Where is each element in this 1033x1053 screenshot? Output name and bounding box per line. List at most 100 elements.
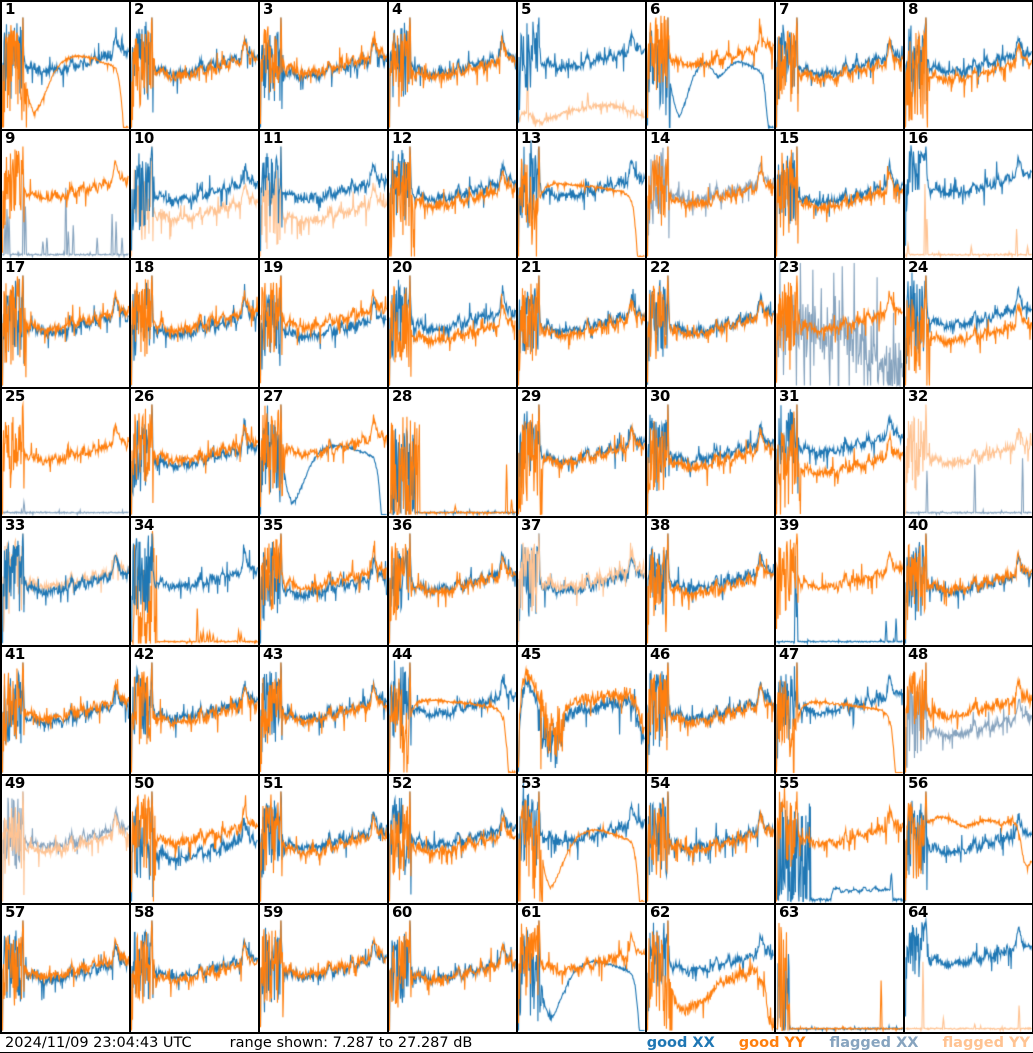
panel-number: 14 xyxy=(650,129,670,147)
spectrum-panel-26: 26 xyxy=(131,388,260,518)
spectrum-canvas-20 xyxy=(389,260,516,387)
spectrum-canvas-3 xyxy=(260,2,387,129)
panel-number: 60 xyxy=(392,903,412,921)
panel-number: 56 xyxy=(908,774,928,792)
spectrum-panel-23: 23 xyxy=(776,259,905,389)
spectrum-canvas-1 xyxy=(2,2,129,129)
spectrum-canvas-34 xyxy=(131,518,258,645)
panel-number: 42 xyxy=(134,645,154,663)
spectrum-panel-55: 55 xyxy=(776,775,905,905)
spectrum-panel-6: 6 xyxy=(647,0,776,131)
panel-number: 28 xyxy=(392,387,412,405)
panel-number: 31 xyxy=(779,387,799,405)
spectrum-canvas-56 xyxy=(905,776,1032,903)
legend-good-yy: good YY xyxy=(738,1035,806,1051)
panel-number: 16 xyxy=(908,129,928,147)
spectrum-canvas-39 xyxy=(776,518,903,645)
panel-number: 3 xyxy=(263,0,273,18)
panel-number: 52 xyxy=(392,774,412,792)
spectrum-panel-52: 52 xyxy=(389,774,518,905)
panel-number: 51 xyxy=(263,774,283,792)
spectrum-panel-43: 43 xyxy=(260,646,389,776)
spectrum-canvas-48 xyxy=(905,647,1032,774)
panel-number: 30 xyxy=(650,387,670,405)
spectrum-canvas-47 xyxy=(776,647,903,774)
spectrum-canvas-44 xyxy=(389,647,516,774)
panel-number: 50 xyxy=(134,774,154,792)
spectrum-canvas-55 xyxy=(776,776,903,903)
spectrum-canvas-59 xyxy=(260,905,387,1032)
spectrum-canvas-27 xyxy=(260,389,387,516)
spectrum-panel-11: 11 xyxy=(260,129,389,260)
spectrum-canvas-6 xyxy=(647,2,774,129)
spectrum-canvas-17 xyxy=(2,260,129,387)
spectrum-canvas-5 xyxy=(518,2,645,129)
spectrum-canvas-12 xyxy=(389,131,516,258)
panel-number: 11 xyxy=(263,129,283,147)
spectrum-panel-31: 31 xyxy=(776,387,905,518)
spectrum-canvas-30 xyxy=(647,389,774,516)
spectrum-canvas-16 xyxy=(905,131,1032,258)
spectrum-canvas-31 xyxy=(776,389,903,516)
panel-number: 47 xyxy=(779,645,799,663)
spectrum-panel-5: 5 xyxy=(518,1,647,131)
spectrum-panel-38: 38 xyxy=(647,517,776,647)
spectrum-panel-50: 50 xyxy=(131,774,260,905)
panel-number: 62 xyxy=(650,903,670,921)
spectrum-panel-8: 8 xyxy=(905,0,1033,131)
panel-number: 6 xyxy=(650,0,660,18)
spectrum-canvas-42 xyxy=(131,647,258,774)
spectrum-canvas-21 xyxy=(518,260,645,387)
spectrum-canvas-33 xyxy=(2,518,129,645)
spectrum-panel-47: 47 xyxy=(776,645,905,776)
spectrum-canvas-63 xyxy=(776,905,903,1032)
spectrum-canvas-4 xyxy=(389,2,516,129)
panel-number: 25 xyxy=(5,387,25,405)
panel-number: 8 xyxy=(908,0,918,18)
panel-number: 24 xyxy=(908,258,928,276)
spectrum-canvas-13 xyxy=(518,131,645,258)
panel-number: 29 xyxy=(521,387,541,405)
spectrum-panel-54: 54 xyxy=(647,775,776,905)
spectrum-panel-64: 64 xyxy=(905,904,1033,1034)
spectrum-panel-17: 17 xyxy=(2,259,131,389)
panel-number: 15 xyxy=(779,129,799,147)
spectrum-panel-51: 51 xyxy=(260,774,389,905)
panel-number: 46 xyxy=(650,645,670,663)
spectrum-canvas-8 xyxy=(905,2,1032,129)
panel-number: 22 xyxy=(650,258,670,276)
spectrum-panel-34: 34 xyxy=(131,517,260,647)
panel-number: 32 xyxy=(908,387,928,405)
spectrum-canvas-14 xyxy=(647,131,774,258)
spectrum-panel-32: 32 xyxy=(905,387,1033,518)
panel-number: 7 xyxy=(779,0,789,18)
panel-number: 10 xyxy=(134,129,154,147)
spectrum-canvas-15 xyxy=(776,131,903,258)
spectrum-canvas-46 xyxy=(647,647,774,774)
spectrum-canvas-19 xyxy=(260,260,387,387)
spectrum-panel-44: 44 xyxy=(389,646,518,776)
spectrum-canvas-64 xyxy=(905,905,1032,1032)
spectrum-canvas-53 xyxy=(518,776,645,903)
panel-number: 2 xyxy=(134,0,144,18)
spectrum-canvas-50 xyxy=(131,776,258,903)
spectrum-panel-63: 63 xyxy=(776,904,905,1034)
spectrum-panel-22: 22 xyxy=(647,258,776,389)
spectrum-panel-33: 33 xyxy=(2,517,131,647)
spectrum-panel-62: 62 xyxy=(647,903,776,1034)
spectrum-panel-46: 46 xyxy=(647,645,776,776)
spectrum-panel-1: 1 xyxy=(2,1,131,131)
spectrum-canvas-51 xyxy=(260,776,387,903)
spectrum-canvas-22 xyxy=(647,260,774,387)
spectrum-panel-27: 27 xyxy=(260,388,389,518)
panel-number: 18 xyxy=(134,258,154,276)
spectrum-panel-3: 3 xyxy=(260,0,389,131)
spectrum-canvas-18 xyxy=(131,260,258,387)
spectrum-canvas-40 xyxy=(905,518,1032,645)
spectrum-canvas-28 xyxy=(389,389,516,516)
legend-flagged-yy: flagged YY xyxy=(942,1035,1030,1051)
spectrum-canvas-25 xyxy=(2,389,129,516)
spectrum-canvas-7 xyxy=(776,2,903,129)
timestamp: 2024/11/09 23:04:43 UTC xyxy=(5,1035,192,1051)
spectrum-panel-48: 48 xyxy=(905,646,1033,776)
